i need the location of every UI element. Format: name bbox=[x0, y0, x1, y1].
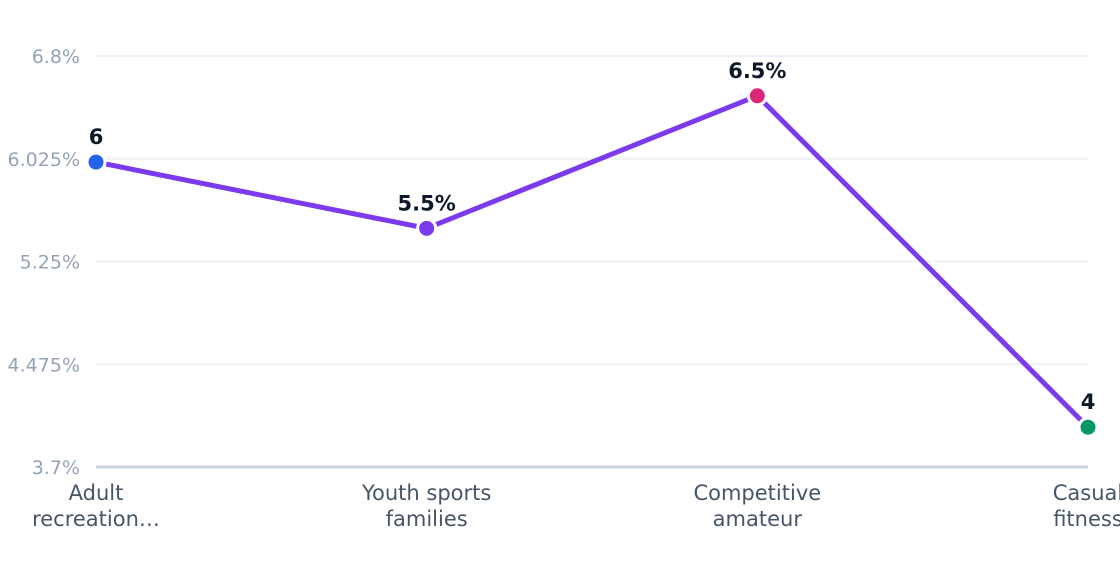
x-tick-label: Youth sports families bbox=[361, 481, 491, 531]
data-point bbox=[1077, 416, 1099, 438]
x-tick-label-line: fitness bbox=[1053, 507, 1120, 531]
data-point bbox=[746, 85, 768, 107]
x-tick-label-line: recreation… bbox=[32, 507, 160, 531]
x-tick-label-line: Casual bbox=[1053, 481, 1120, 505]
data-points bbox=[85, 85, 1099, 438]
data-label: 4 bbox=[1081, 390, 1096, 414]
data-point bbox=[416, 217, 438, 239]
gridlines bbox=[96, 55, 1088, 366]
x-tick-label-line: Competitive bbox=[693, 481, 821, 505]
x-tick-label: Casual fitness bbox=[1053, 481, 1120, 531]
data-label: 5.5% bbox=[398, 191, 456, 215]
y-tick-label: 5.25% bbox=[20, 252, 80, 274]
x-tick-label-line: Youth sports bbox=[361, 481, 491, 505]
series-line bbox=[93, 93, 1091, 430]
x-tick-label-line: Adult bbox=[69, 481, 124, 505]
x-tick-label: Adult recreation… bbox=[32, 481, 160, 531]
x-tick-label-line: amateur bbox=[713, 507, 803, 531]
y-tick-label: 6.025% bbox=[8, 149, 80, 171]
data-label: 6 bbox=[89, 125, 104, 149]
data-labels: 6 5.5% 6.5% 4 bbox=[89, 59, 1096, 414]
y-tick-label: 6.8% bbox=[32, 46, 80, 68]
y-axis-ticks: 3.7% 4.475% 5.25% 6.025% 6.8% bbox=[8, 46, 80, 479]
x-tick-label: Competitive amateur bbox=[693, 481, 821, 531]
data-label: 6.5% bbox=[728, 59, 786, 83]
data-point bbox=[85, 151, 107, 173]
x-tick-label-line: families bbox=[386, 507, 468, 531]
x-axis-ticks: Adult recreation… Youth sports families Comp… bbox=[32, 481, 1120, 531]
y-tick-label: 4.475% bbox=[8, 354, 80, 376]
y-tick-label: 3.7% bbox=[32, 457, 80, 479]
